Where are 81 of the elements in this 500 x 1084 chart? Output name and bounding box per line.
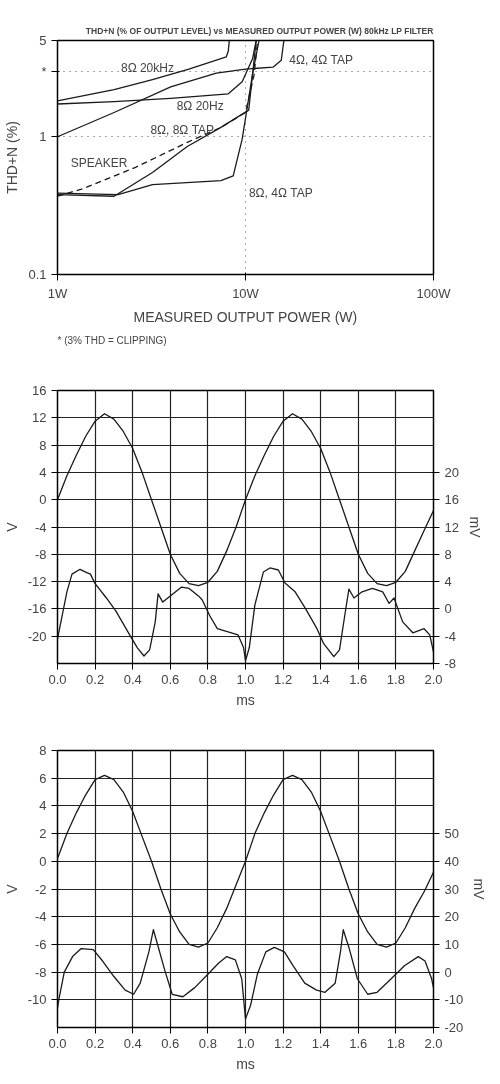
- x-tick-label: 1.4: [311, 1035, 330, 1051]
- y-tick-label: 0: [39, 853, 47, 869]
- x-tick-label: 10W: [232, 285, 260, 301]
- y-tick-label: 8: [39, 743, 47, 758]
- x-tick-label: 1.0: [236, 671, 255, 687]
- y2-tick-label: 0: [444, 964, 452, 980]
- x-tick-label: 0.2: [86, 671, 105, 687]
- x-tick-label: 0.8: [198, 1035, 217, 1051]
- x-tick-label: 1.8: [386, 1035, 405, 1051]
- x-tick-label: 0.2: [86, 1035, 105, 1051]
- text: * (3% THD = CLIPPING): [57, 334, 167, 346]
- y-tick-label: 12: [32, 410, 47, 426]
- y-tick-label: 5: [39, 33, 47, 48]
- y2-tick-label: -8: [444, 656, 457, 671]
- y2-tick-label: -4: [444, 628, 457, 644]
- y2-tick-label: 4: [444, 574, 452, 590]
- y-tick-label: 8: [39, 437, 47, 453]
- y2-tick-label: -10: [444, 992, 464, 1008]
- series-label: 8Ω 20Hz: [176, 99, 224, 114]
- x-tick-label: 1.4: [311, 671, 330, 687]
- x-tick-label: 1W: [47, 285, 68, 301]
- y-tick-label: 6: [39, 770, 47, 786]
- x-tick-label: 0.6: [161, 671, 180, 687]
- y-axis-title: V: [3, 521, 20, 532]
- x-tick-label: 1.2: [274, 1035, 293, 1051]
- y-tick-label: *: [41, 63, 47, 79]
- y2-tick-label: 12: [444, 519, 459, 535]
- y2-tick-label: 20: [444, 909, 459, 925]
- y2-tick-label: 16: [444, 492, 459, 508]
- x-tick-label: 0.8: [198, 671, 217, 687]
- x-tick-label: 0.0: [48, 671, 67, 687]
- y2-tick-label: 8: [444, 546, 452, 562]
- y-axis-title: V: [3, 883, 20, 894]
- x-axis-title: MEASURED OUTPUT POWER (W): [133, 308, 358, 325]
- chart-title: THD+N (% OF OUTPUT LEVEL) vs MEASURED OUTPUT POWER (W) 80kHz LP FILTER: [85, 25, 434, 36]
- y2-tick-label: -20: [444, 1020, 464, 1035]
- x-axis-title: ms: [236, 691, 255, 708]
- y-tick-label: -20: [27, 628, 47, 644]
- x-tick-label: 0.4: [123, 671, 142, 687]
- series-label: 8Ω, 4Ω TAP: [248, 185, 313, 200]
- y-tick-label: -8: [34, 964, 47, 980]
- y2-axis-title: mV: [471, 878, 488, 901]
- series-label: SPEAKER: [70, 156, 128, 171]
- y2-axis-title: mV: [466, 516, 483, 539]
- y2-tick-label: 10: [444, 936, 459, 952]
- y-axis-title: THD+N (%): [4, 121, 21, 194]
- y-tick-label: 16: [32, 383, 47, 398]
- y2-tick-label: 0: [444, 601, 452, 617]
- y2-tick-label: 30: [444, 881, 459, 897]
- x-tick-label: 2.0: [424, 671, 443, 687]
- y-tick-label: 4: [39, 798, 47, 814]
- x-tick-label: 1.6: [349, 671, 368, 687]
- x-tick-label: 0.6: [161, 1035, 180, 1051]
- y2-tick-label: 40: [444, 853, 459, 869]
- y-tick-label: -10: [27, 992, 47, 1008]
- x-tick-label: 1.0: [236, 1035, 255, 1051]
- series-label: 8Ω, 8Ω TAP: [150, 123, 215, 138]
- y-tick-label: -4: [34, 519, 47, 535]
- y-tick-label: 0: [39, 492, 47, 508]
- y2-tick-label: 50: [444, 826, 459, 842]
- x-tick-label: 0.4: [123, 1035, 142, 1051]
- y-tick-label: -6: [34, 936, 47, 952]
- y-tick-label: -4: [34, 909, 47, 925]
- y-tick-label: -2: [34, 881, 47, 897]
- y-tick-label: 0.1: [28, 267, 47, 282]
- y-tick-label: -16: [27, 601, 47, 617]
- series-label: 8Ω 20kHz: [120, 60, 174, 75]
- x-tick-label: 2.0: [424, 1035, 443, 1051]
- x-tick-label: 0.0: [48, 1035, 67, 1051]
- y-tick-label: 2: [39, 826, 47, 842]
- x-tick-label: 100W: [416, 285, 452, 301]
- x-tick-label: 1.6: [349, 1035, 368, 1051]
- y2-tick-label: 20: [444, 464, 459, 480]
- x-axis-title: ms: [236, 1055, 255, 1072]
- x-tick-label: 1.2: [274, 671, 293, 687]
- x-tick-label: 1.8: [386, 671, 405, 687]
- y-tick-label: 1: [39, 129, 47, 145]
- series-label: 4Ω, 4Ω TAP: [289, 53, 354, 68]
- y-tick-label: -8: [34, 546, 47, 562]
- y-tick-label: -12: [27, 574, 47, 590]
- y-tick-label: 4: [39, 464, 47, 480]
